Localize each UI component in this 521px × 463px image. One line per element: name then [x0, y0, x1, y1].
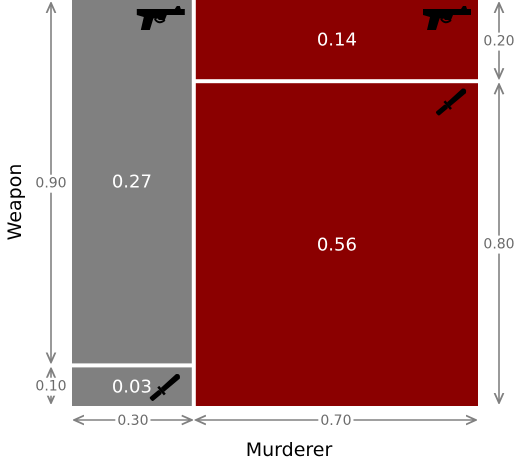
revolver-icon	[423, 6, 471, 30]
revolver-icon	[136, 6, 185, 30]
label-backdrop	[33, 377, 69, 396]
share-label: 0.20	[483, 34, 514, 50]
cell-value-label: 0.03	[112, 377, 152, 398]
knife-icon	[436, 88, 467, 116]
cell-value-label: 0.56	[317, 235, 357, 256]
width-label: 0.70	[320, 413, 351, 429]
label-backdrop	[33, 174, 69, 193]
label-backdrop	[481, 235, 517, 254]
mosaic-cell	[195, 83, 479, 406]
cell-value-label: 0.27	[112, 172, 152, 193]
label-backdrop	[318, 412, 354, 430]
share-label: 0.80	[483, 237, 514, 253]
share-label: 0.10	[35, 379, 66, 395]
x-axis-title: Murderer	[246, 439, 333, 461]
mosaic-cell	[72, 367, 192, 406]
cell-value-label: 0.14	[317, 30, 357, 51]
mosaic-cell	[72, 0, 192, 364]
share-label: 0.90	[35, 176, 66, 192]
label-backdrop	[481, 32, 517, 51]
knife-icon	[149, 373, 180, 401]
width-label: 0.30	[117, 413, 148, 429]
label-backdrop	[115, 412, 151, 430]
y-axis-title: Weapon	[4, 164, 26, 241]
